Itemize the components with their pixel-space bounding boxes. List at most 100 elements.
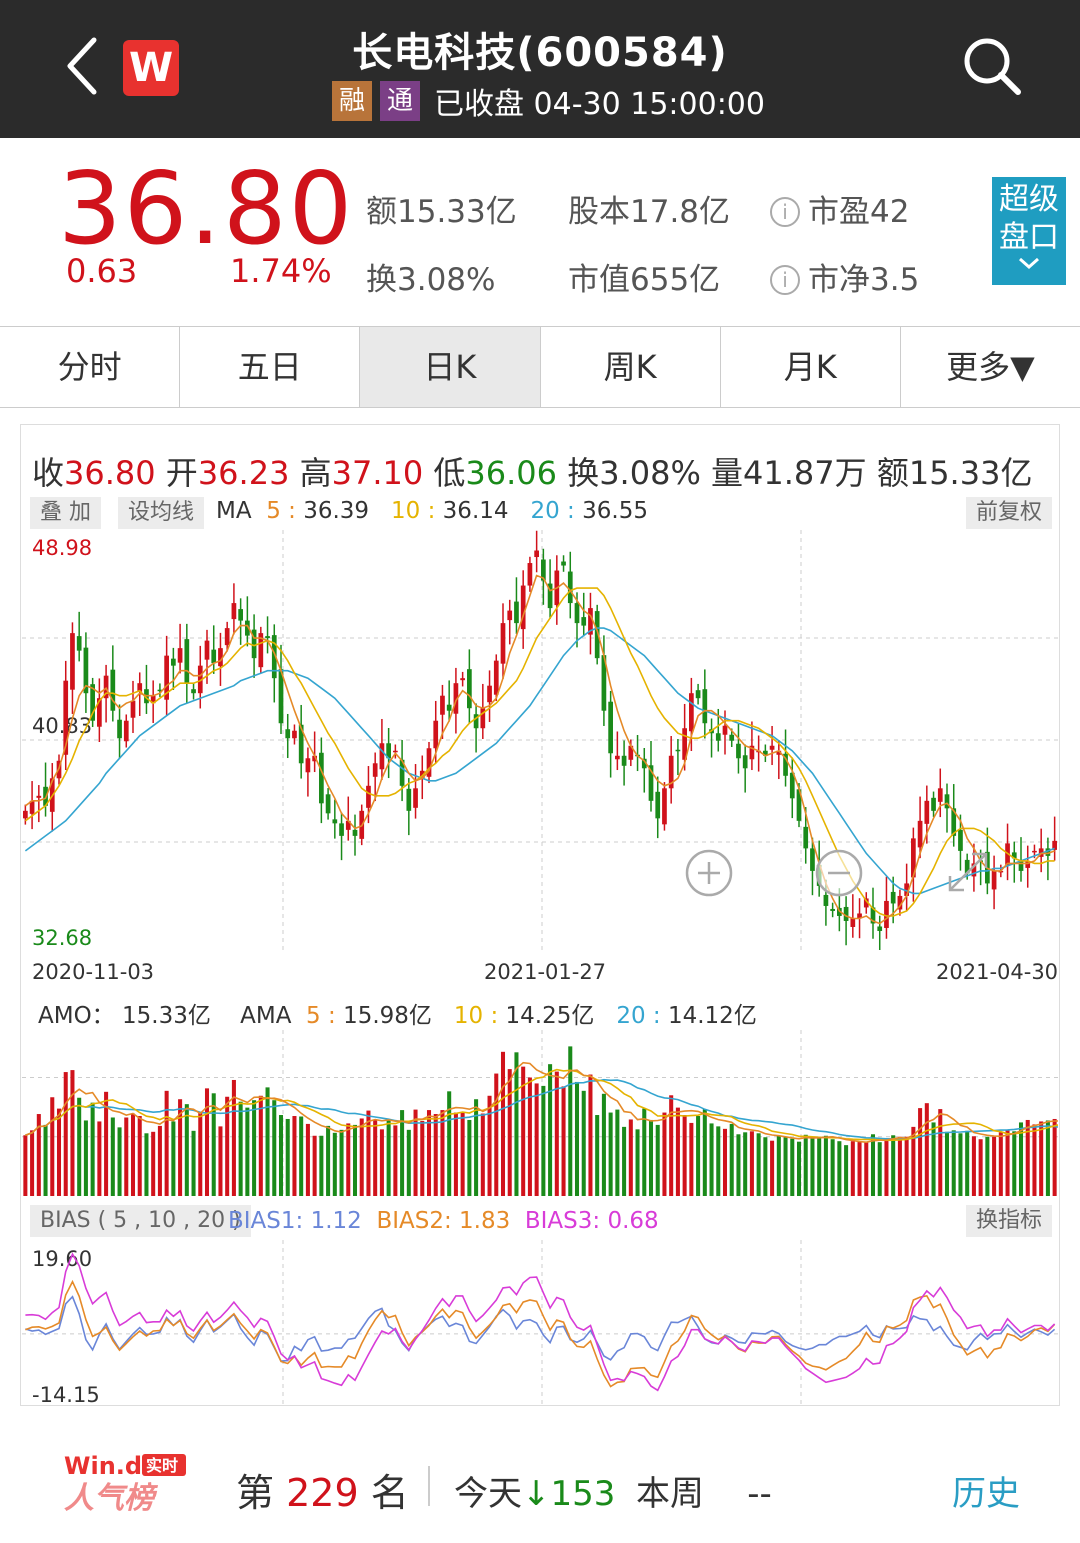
super-btn-line1: 超级: [999, 182, 1059, 217]
candle-body: [608, 701, 613, 754]
amount-bar: [312, 1135, 317, 1196]
bias-indicator-label[interactable]: BIAS ( 5 , 10 , 20 ): [30, 1205, 251, 1237]
tab-daily-k[interactable]: 日K: [360, 327, 541, 407]
candle-body: [944, 794, 950, 809]
tab-intraday[interactable]: 分时: [0, 327, 181, 407]
candle-body: [783, 753, 788, 776]
set-ma-button[interactable]: 设均线: [118, 497, 205, 529]
amount-bar: [494, 1073, 499, 1196]
expand-icon[interactable]: [946, 850, 990, 894]
amount-bar: [608, 1112, 613, 1196]
amount-bar: [36, 1114, 41, 1196]
amount-bar: [581, 1090, 586, 1196]
amount-bar: [171, 1121, 176, 1196]
candle-body: [406, 788, 412, 811]
candle-body: [884, 900, 889, 928]
ama-label: AMA: [240, 1003, 292, 1029]
info-icon[interactable]: i: [770, 265, 800, 295]
tab-monthly-k[interactable]: 月K: [720, 327, 901, 407]
amount-bar: [211, 1093, 216, 1196]
wind-popularity-logo[interactable]: Win.d 实时 人气榜: [62, 1450, 188, 1514]
candle-body: [426, 748, 432, 777]
ohlc-line: 收36.80 开36.23 高37.10 低36.06 换3.08% 量41.8…: [32, 448, 1032, 494]
amount-bar: [1005, 1130, 1010, 1196]
candle-body: [581, 617, 587, 626]
amount-bar: [635, 1129, 640, 1196]
candle-body: [776, 750, 782, 755]
amount-bar: [595, 1115, 600, 1196]
amount-bar: [702, 1109, 707, 1196]
candle-body: [164, 655, 169, 700]
pe-stat[interactable]: i 市盈42: [770, 186, 909, 231]
amount-bar: [447, 1091, 452, 1196]
candle-body: [641, 758, 647, 769]
adjust-button[interactable]: 前复权: [966, 497, 1053, 529]
amount-bar: [669, 1095, 674, 1196]
candle-body: [345, 820, 351, 830]
candle-body: [123, 720, 129, 742]
candle-body: [514, 601, 519, 624]
amount-bar: [601, 1093, 606, 1196]
open-value: 36.23: [197, 454, 290, 492]
amount-bar: [157, 1125, 162, 1196]
candle-body: [1052, 840, 1057, 850]
overlay-button[interactable]: 叠 加: [30, 497, 101, 529]
amount-bar: [467, 1119, 472, 1196]
amount-bar: [406, 1129, 411, 1196]
amount-bar: [743, 1132, 748, 1196]
ma10-line: [24, 587, 1055, 917]
amount-bar: [83, 1120, 88, 1196]
history-link[interactable]: 历史: [952, 1474, 1020, 1514]
amount-bar: [978, 1139, 983, 1196]
amount-bar: [944, 1131, 950, 1196]
candle-body: [298, 724, 304, 764]
logo-badge: 实时: [146, 1456, 178, 1475]
amount-bar: [352, 1124, 358, 1196]
amount-bar: [63, 1072, 68, 1196]
search-icon[interactable]: [960, 34, 1024, 98]
super-orderbook-button[interactable]: 超级 盘口: [992, 177, 1066, 285]
candle-body: [594, 611, 600, 659]
amount-bar: [568, 1046, 573, 1196]
candle-body: [527, 563, 533, 586]
tab-weekly-k[interactable]: 周K: [540, 327, 721, 407]
amount-chart[interactable]: [22, 1030, 1058, 1196]
ma20-line: [24, 627, 1055, 895]
amount-bar: [709, 1123, 714, 1196]
zoom-in-icon[interactable]: [684, 848, 734, 898]
amount-bar: [339, 1129, 344, 1196]
candle-body: [769, 745, 775, 750]
amount-bar: [844, 1145, 849, 1196]
bias3-line: [25, 1252, 1056, 1392]
amount-bar: [803, 1134, 808, 1196]
switch-indicator-button[interactable]: 换指标: [966, 1205, 1053, 1237]
ma-values: MA 5 : 36.39 10 : 36.14 20 : 36.55: [216, 498, 648, 524]
candle-body: [312, 755, 317, 762]
candle-body: [83, 647, 89, 694]
bias-chart[interactable]: [22, 1240, 1058, 1405]
info-icon[interactable]: i: [770, 197, 800, 227]
candlestick-chart[interactable]: [22, 530, 1058, 950]
today-label: 今天: [454, 1474, 522, 1514]
tab-five-day[interactable]: 五日: [180, 327, 361, 407]
candle-body: [655, 791, 661, 819]
candle-body: [110, 669, 116, 711]
candle-body: [823, 894, 829, 906]
amount-bar: [164, 1090, 169, 1196]
tab-more[interactable]: 更多▼: [900, 327, 1080, 407]
amo-values: AMO： 15.33亿 AMA 5 : 15.98亿 10 : 14.25亿 2…: [38, 1003, 757, 1029]
amount-bar: [117, 1127, 122, 1196]
status-row: 融 通 已收盘 04-30 15:00:00: [332, 80, 765, 122]
amount-bar: [857, 1141, 862, 1196]
back-arrow-icon[interactable]: [62, 36, 102, 96]
amount-bar: [648, 1119, 654, 1196]
amount-bar: [97, 1121, 102, 1196]
candle-body: [789, 772, 795, 799]
candle-body: [520, 585, 526, 630]
amount-bar: [198, 1112, 203, 1196]
zoom-out-icon[interactable]: [814, 848, 864, 898]
candle-body: [843, 906, 849, 921]
wind-app-logo[interactable]: W: [123, 40, 179, 96]
pb-stat[interactable]: i 市净3.5: [770, 254, 919, 299]
amount-bar: [837, 1141, 842, 1196]
